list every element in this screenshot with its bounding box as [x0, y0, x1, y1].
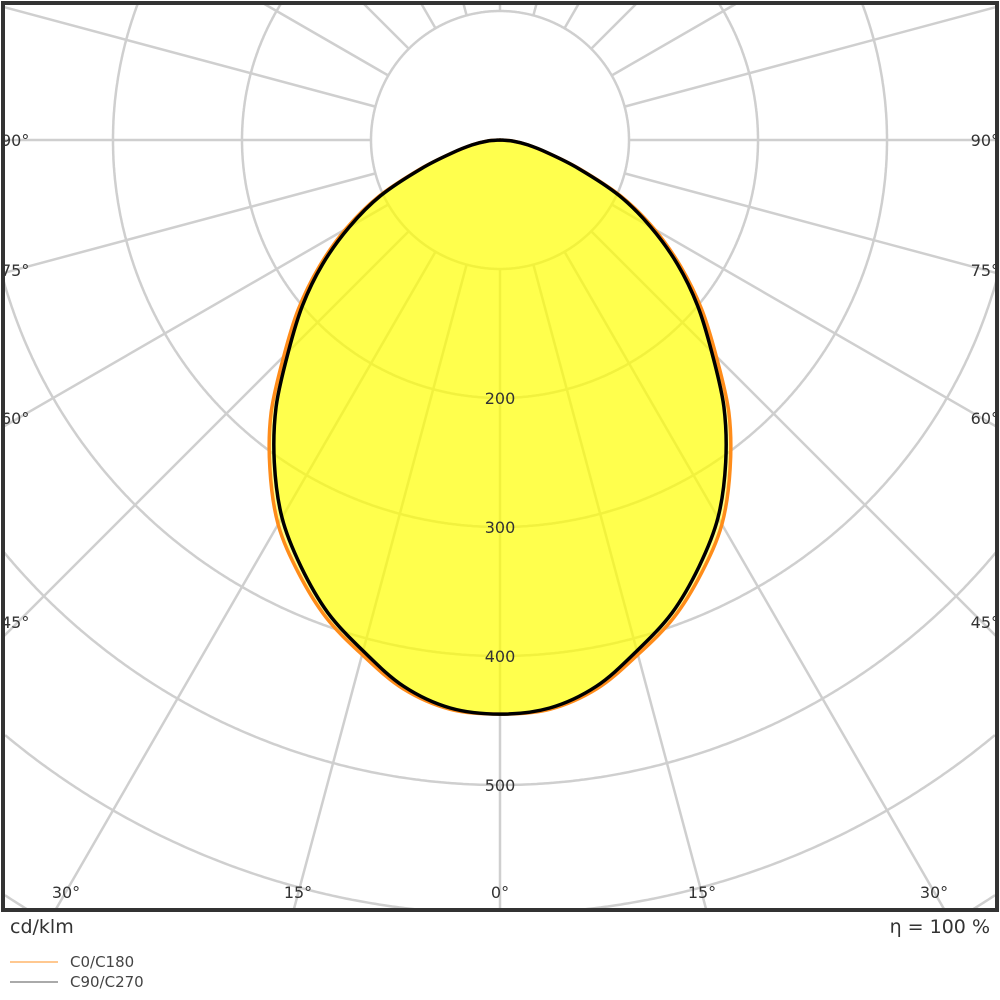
curve-fill-0	[269, 140, 731, 715]
grid-spoke-210	[419, 2, 437, 29]
efficiency-label: η = 100 %	[889, 916, 990, 938]
angle-label-bottom: 15°	[284, 883, 312, 902]
grid-ring-200	[240, 2, 760, 400]
legend-swatch-c90-c270	[10, 981, 58, 983]
angle-label-bottom: 15°	[688, 883, 716, 902]
grid-spoke-75	[624, 172, 998, 275]
grid-spoke-120	[611, 1, 738, 77]
grid-spoke-300	[2, 203, 389, 429]
radial-label-300: 300	[485, 518, 516, 537]
angle-label-bottom: 0°	[491, 883, 509, 902]
grid-ring-500	[3, 551, 997, 787]
grid-spoke-150	[563, 2, 581, 29]
grid-ring-700	[4, 894, 996, 911]
angle-label-right: 60°	[971, 409, 999, 428]
angle-label-left: 90°	[1, 131, 29, 150]
angle-label-left: 45°	[1, 613, 29, 632]
curve-c90-c270	[272, 138, 728, 716]
grid-spoke-255	[2, 5, 376, 108]
polar-chart: 200 300 400 500 90° 75° 60° 45° 90° 75° 60° 45° 30° 1…	[1, 1, 999, 912]
grid-spoke-45	[590, 230, 998, 638]
grid-spoke-165	[532, 2, 538, 16]
angle-label-bottom: 30°	[52, 883, 80, 902]
polar-grid	[2, 1, 998, 912]
angle-label-left: 60°	[1, 409, 29, 428]
grid-spoke-60	[611, 203, 998, 429]
legend-item-c90-c270: C90/C270	[10, 972, 144, 992]
plot-frame	[1, 1, 999, 912]
legend: C0/C180 C90/C270	[10, 952, 144, 992]
grid-spoke-225	[362, 2, 410, 50]
grid-spoke-30	[563, 251, 946, 911]
radial-label-500: 500	[485, 776, 516, 795]
radial-label-400: 400	[485, 647, 516, 666]
angle-label-right: 90°	[971, 131, 999, 150]
grid-spoke-15	[532, 264, 708, 911]
grid-spoke-315	[2, 230, 410, 638]
angle-label-bottom: 30°	[920, 883, 948, 902]
grid-spoke-285	[2, 172, 376, 275]
radial-label-200: 200	[485, 389, 516, 408]
grid-spoke-135	[590, 2, 638, 50]
intensity-curves	[267, 138, 733, 716]
grid-spoke-240	[262, 1, 389, 77]
unit-label: cd/klm	[10, 916, 74, 938]
legend-label: C0/C180	[70, 953, 135, 971]
grid-ring-300	[111, 4, 889, 529]
grid-spoke-105	[624, 5, 998, 108]
angle-label-right: 45°	[971, 613, 999, 632]
grid-spoke-330	[54, 251, 437, 911]
angle-label-right: 75°	[971, 261, 999, 280]
legend-item-c0-c180: C0/C180	[10, 952, 144, 972]
tick-labels: 200 300 400 500 90° 75° 60° 45° 90° 75° 60° 45° 30° 1…	[1, 131, 999, 902]
angle-label-left: 75°	[1, 261, 29, 280]
grid-spoke-345	[292, 264, 468, 911]
curve-fill-1	[273, 140, 727, 715]
legend-swatch-c0-c180	[10, 961, 58, 963]
legend-label: C90/C270	[70, 973, 144, 991]
grid-ring-600	[4, 734, 996, 912]
grid-spoke-195	[462, 2, 468, 16]
grid-ring-400	[2, 279, 998, 658]
